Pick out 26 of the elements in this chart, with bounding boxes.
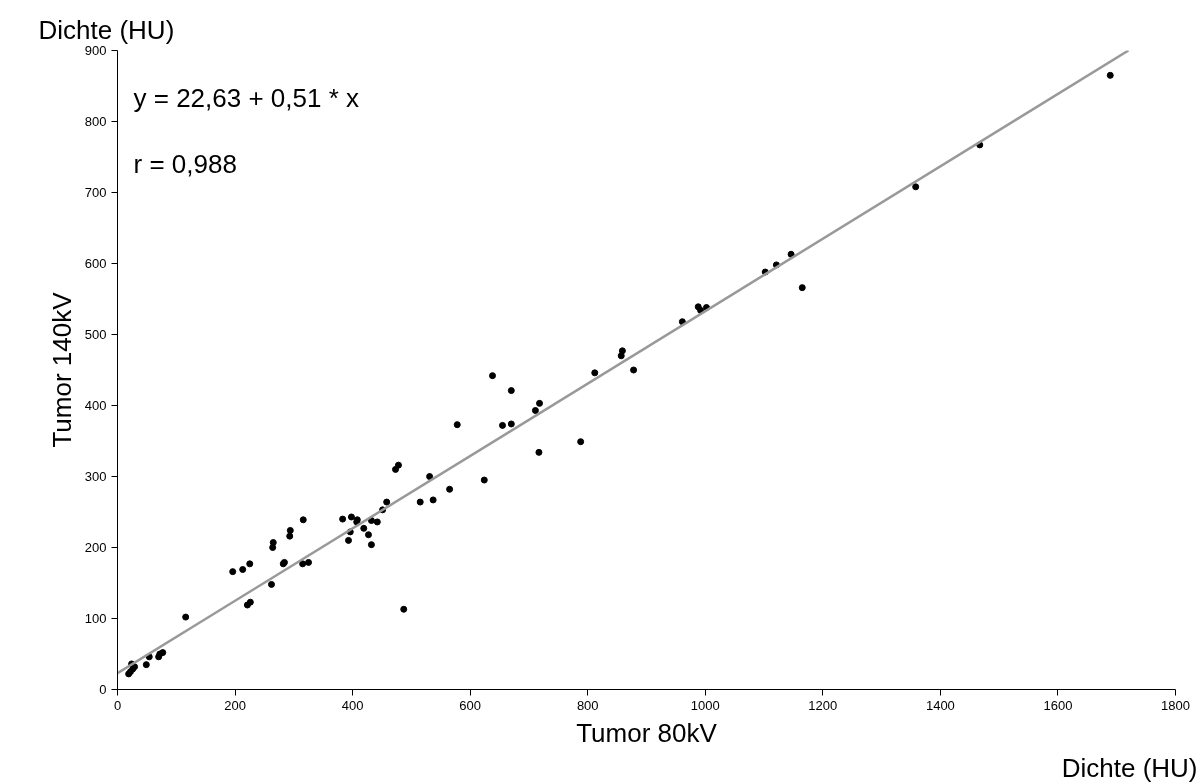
annotation: r = 0,988 — [133, 148, 237, 179]
x-tick-label: 400 — [341, 697, 364, 713]
y-tick-label: 300 — [84, 469, 107, 484]
y-tick-label: 200 — [84, 540, 107, 555]
x-axis-title: Tumor 80kV — [576, 717, 718, 748]
y-tick-label: 0 — [99, 682, 107, 697]
x-tick-label: 800 — [576, 697, 599, 713]
y-tick-label: 500 — [84, 327, 107, 342]
y-tick-label: 900 — [84, 43, 107, 58]
annotation: y = 22,63 + 0,51 * x — [133, 82, 359, 113]
x-tick-label: 0 — [113, 697, 122, 713]
x-tick-label: 200 — [224, 697, 246, 713]
x-tick-label: 1000 — [690, 697, 720, 713]
x-tick-label: 1800 — [1161, 697, 1190, 713]
y-tick-label: 700 — [84, 185, 107, 200]
x-tick-label: 600 — [459, 697, 482, 713]
y-tick-label: 800 — [84, 114, 107, 129]
x-tick-label: 1200 — [808, 697, 838, 713]
x-tick-label: 1600 — [1043, 697, 1073, 713]
x-tick-label: 1400 — [925, 697, 955, 713]
y-tick-label: 100 — [84, 611, 107, 626]
text: Dichte (HU) — [1061, 752, 1198, 782]
text: Dichte (HU) — [38, 14, 175, 45]
y-tick-label: 600 — [84, 256, 107, 271]
y-axis-title: Tumor 140kV — [46, 291, 77, 448]
y-tick-label: 400 — [84, 398, 107, 413]
